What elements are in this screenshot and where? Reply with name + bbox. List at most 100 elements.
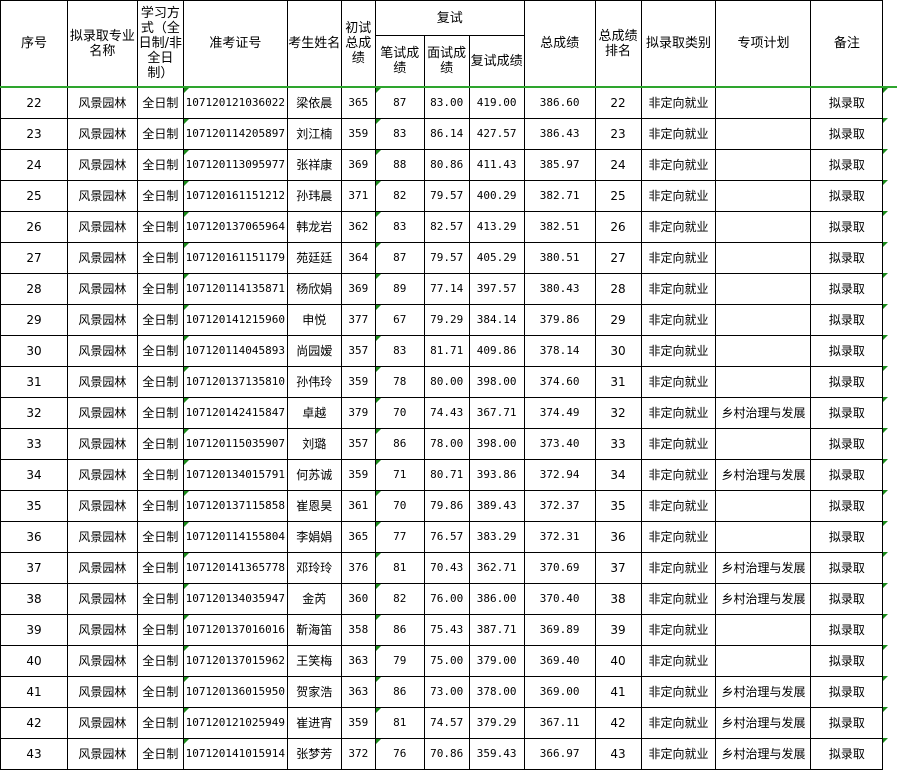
header-retest-total[interactable]: 复试成绩	[468, 35, 525, 88]
cell-rank[interactable]: 29	[594, 303, 642, 336]
cell-major[interactable]: 风景园林	[66, 427, 138, 460]
cell-rank[interactable]: 30	[594, 334, 642, 367]
cell-mode[interactable]: 全日制	[136, 644, 184, 677]
empty-cell[interactable]	[882, 335, 897, 366]
cell-remark[interactable]: 拟录取	[810, 706, 884, 739]
cell-retest-total[interactable]: 411.43	[468, 148, 525, 181]
cell-interview[interactable]: 79.57	[423, 241, 470, 274]
cell-prelim[interactable]: 359	[340, 117, 376, 150]
cell-total[interactable]: 386.43	[523, 117, 596, 150]
cell-total[interactable]: 370.69	[523, 551, 596, 584]
cell-written[interactable]: 76	[374, 737, 425, 770]
cell-remark[interactable]: 拟录取	[810, 675, 884, 708]
empty-cell[interactable]	[882, 118, 897, 149]
cell-name[interactable]: 崔进宵	[286, 706, 342, 739]
cell-name[interactable]: 韩龙岩	[286, 210, 342, 243]
cell-plan[interactable]	[715, 241, 812, 274]
header-rank[interactable]: 总成绩排名	[594, 0, 642, 88]
cell-prelim[interactable]: 365	[340, 520, 376, 553]
cell-mode[interactable]: 全日制	[136, 334, 184, 367]
cell-rank[interactable]: 22	[594, 86, 642, 119]
cell-written[interactable]: 77	[374, 520, 425, 553]
cell-name[interactable]: 靳海笛	[286, 613, 342, 646]
cell-seq[interactable]: 33	[0, 427, 68, 460]
cell-retest-total[interactable]: 362.71	[468, 551, 525, 584]
cell-name[interactable]: 苑廷廷	[286, 241, 342, 274]
cell-mode[interactable]: 全日制	[136, 396, 184, 429]
cell-retest-total[interactable]: 398.00	[468, 365, 525, 398]
cell-category[interactable]: 非定向就业	[640, 272, 717, 305]
cell-exam-id[interactable]: 107120141015914	[182, 737, 288, 770]
cell-rank[interactable]: 23	[594, 117, 642, 150]
cell-prelim[interactable]: 365	[340, 86, 376, 119]
cell-rank[interactable]: 34	[594, 458, 642, 491]
cell-category[interactable]: 非定向就业	[640, 334, 717, 367]
cell-interview[interactable]: 78.00	[423, 427, 470, 460]
empty-cell[interactable]	[882, 738, 897, 769]
cell-remark[interactable]: 拟录取	[810, 241, 884, 274]
cell-exam-id[interactable]: 107120141365778	[182, 551, 288, 584]
cell-seq[interactable]: 29	[0, 303, 68, 336]
cell-interview[interactable]: 79.86	[423, 489, 470, 522]
cell-total[interactable]: 372.94	[523, 458, 596, 491]
cell-seq[interactable]: 42	[0, 706, 68, 739]
cell-written[interactable]: 81	[374, 551, 425, 584]
cell-rank[interactable]: 31	[594, 365, 642, 398]
cell-plan[interactable]	[715, 179, 812, 212]
cell-major[interactable]: 风景园林	[66, 675, 138, 708]
cell-interview[interactable]: 76.57	[423, 520, 470, 553]
cell-exam-id[interactable]: 107120121036022	[182, 86, 288, 119]
cell-interview[interactable]: 77.14	[423, 272, 470, 305]
cell-plan[interactable]	[715, 117, 812, 150]
cell-exam-id[interactable]: 107120114045893	[182, 334, 288, 367]
cell-prelim[interactable]: 377	[340, 303, 376, 336]
cell-plan[interactable]	[715, 86, 812, 119]
cell-category[interactable]: 非定向就业	[640, 582, 717, 615]
cell-interview[interactable]: 79.29	[423, 303, 470, 336]
cell-seq[interactable]: 38	[0, 582, 68, 615]
cell-major[interactable]: 风景园林	[66, 334, 138, 367]
cell-major[interactable]: 风景园林	[66, 272, 138, 305]
cell-retest-total[interactable]: 409.86	[468, 334, 525, 367]
cell-interview[interactable]: 82.57	[423, 210, 470, 243]
cell-exam-id[interactable]: 107120114135871	[182, 272, 288, 305]
empty-cell[interactable]	[882, 242, 897, 273]
cell-total[interactable]: 373.40	[523, 427, 596, 460]
cell-total[interactable]: 370.40	[523, 582, 596, 615]
cell-total[interactable]: 380.51	[523, 241, 596, 274]
cell-plan[interactable]	[715, 272, 812, 305]
cell-written[interactable]: 86	[374, 675, 425, 708]
cell-written[interactable]: 81	[374, 706, 425, 739]
empty-cell[interactable]	[882, 583, 897, 614]
cell-retest-total[interactable]: 393.86	[468, 458, 525, 491]
empty-cell[interactable]	[882, 614, 897, 645]
header-total[interactable]: 总成绩	[523, 0, 596, 88]
cell-seq[interactable]: 26	[0, 210, 68, 243]
cell-name[interactable]: 尚园嫒	[286, 334, 342, 367]
cell-category[interactable]: 非定向就业	[640, 551, 717, 584]
empty-cell[interactable]	[882, 180, 897, 211]
header-retest[interactable]: 复试	[374, 0, 525, 36]
cell-total[interactable]: 379.86	[523, 303, 596, 336]
cell-exam-id[interactable]: 107120137065964	[182, 210, 288, 243]
cell-total[interactable]: 369.40	[523, 644, 596, 677]
cell-rank[interactable]: 43	[594, 737, 642, 770]
cell-plan[interactable]	[715, 303, 812, 336]
cell-mode[interactable]: 全日制	[136, 551, 184, 584]
cell-major[interactable]: 风景园林	[66, 706, 138, 739]
cell-name[interactable]: 刘江楠	[286, 117, 342, 150]
cell-interview[interactable]: 80.71	[423, 458, 470, 491]
cell-name[interactable]: 何苏诚	[286, 458, 342, 491]
cell-major[interactable]: 风景园林	[66, 737, 138, 770]
cell-total[interactable]: 385.97	[523, 148, 596, 181]
cell-plan[interactable]	[715, 489, 812, 522]
cell-category[interactable]: 非定向就业	[640, 520, 717, 553]
header-plan[interactable]: 专项计划	[715, 0, 812, 88]
cell-rank[interactable]: 35	[594, 489, 642, 522]
cell-interview[interactable]: 70.86	[423, 737, 470, 770]
cell-major[interactable]: 风景园林	[66, 179, 138, 212]
cell-prelim[interactable]: 358	[340, 613, 376, 646]
cell-category[interactable]: 非定向就业	[640, 241, 717, 274]
cell-remark[interactable]: 拟录取	[810, 396, 884, 429]
cell-prelim[interactable]: 369	[340, 272, 376, 305]
